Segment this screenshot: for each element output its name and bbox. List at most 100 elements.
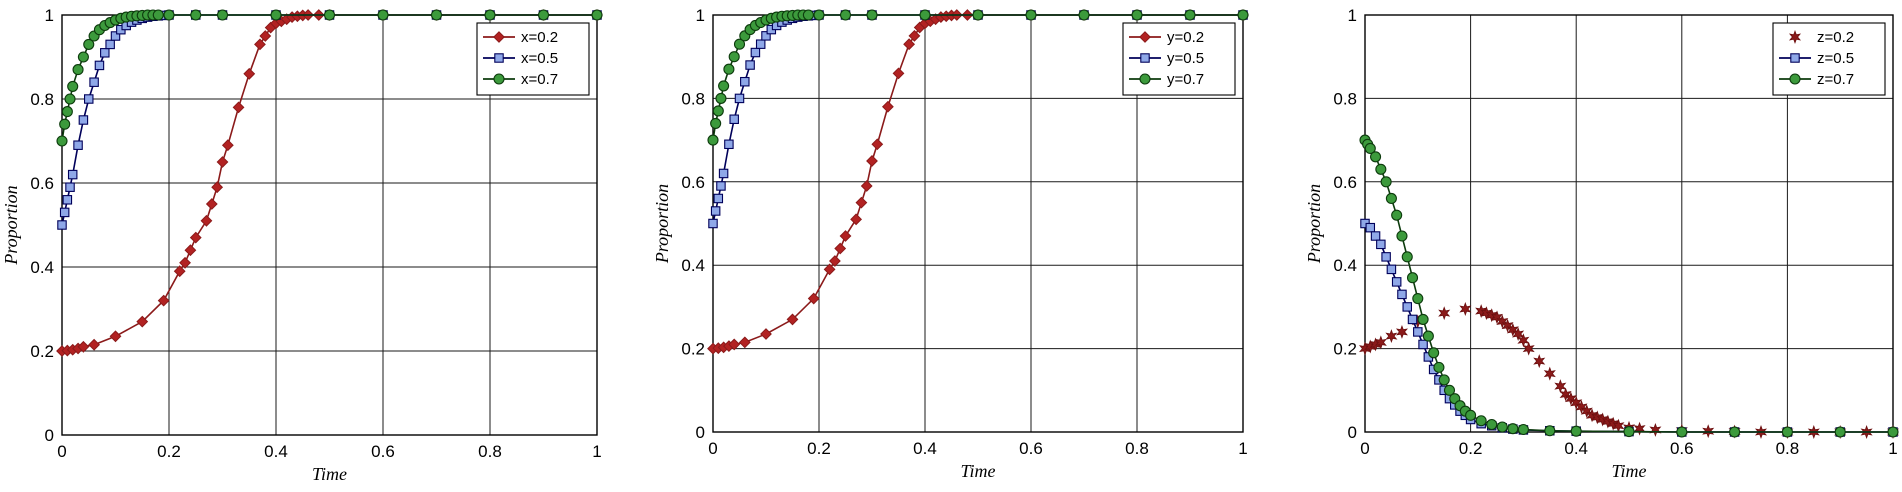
data-point <box>710 206 721 216</box>
data-point <box>728 51 740 63</box>
data-point <box>761 31 771 41</box>
data-point <box>713 193 724 204</box>
data-point <box>1428 347 1440 359</box>
data-point <box>173 265 186 278</box>
legend-label: y=0.7 <box>1167 71 1204 88</box>
data-point <box>152 9 164 21</box>
data-point <box>163 9 175 21</box>
data-point <box>109 330 122 343</box>
x-tick-label: 0.4 <box>1564 439 1588 458</box>
data-point <box>708 218 718 229</box>
data-point <box>828 255 841 267</box>
series-y=0.7 <box>707 9 1249 146</box>
x-tick-label: 0.4 <box>913 439 937 458</box>
data-point <box>1438 306 1451 321</box>
y-tick-label: 0.6 <box>30 174 54 193</box>
data-point <box>860 180 873 192</box>
data-point <box>61 106 73 118</box>
data-point <box>1365 222 1376 233</box>
x-tick-label: 0.8 <box>478 442 502 461</box>
data-point <box>1564 391 1577 406</box>
legend-label: z=0.7 <box>1817 71 1854 88</box>
data-point <box>1459 302 1472 316</box>
data-point <box>67 80 79 92</box>
x-tick-label: 0 <box>57 442 66 461</box>
data-point <box>1475 415 1487 427</box>
data-point <box>1413 327 1423 337</box>
data-point <box>738 336 751 349</box>
data-point <box>1443 384 1456 396</box>
chart-panel-right: 0 0.2 0.4 0.6 0.8 1 0 0.2 0.4 0.6 0.8 1 Time Proporti… <box>1304 6 1900 481</box>
y-tick-label: 0.6 <box>681 173 705 192</box>
data-point <box>1496 314 1509 329</box>
legend-label: x=0.7 <box>521 71 558 88</box>
data-point <box>1418 339 1428 350</box>
data-point <box>855 196 868 209</box>
y-tick-label: 0.8 <box>30 90 54 109</box>
x-tick-label: 0.2 <box>1459 439 1483 458</box>
data-point <box>1702 424 1715 439</box>
data-point <box>1370 151 1382 163</box>
data-point <box>1184 9 1196 21</box>
data-point <box>850 213 863 226</box>
data-point <box>67 169 78 180</box>
y-axis-label: Proportion <box>652 184 672 264</box>
data-point <box>59 207 70 218</box>
legend-marker <box>1790 53 1800 63</box>
data-point <box>88 338 101 351</box>
data-point <box>1465 409 1477 421</box>
data-point <box>110 31 121 41</box>
legend: x=0.2 x=0.5 x=0.7 <box>476 22 590 96</box>
data-point <box>1237 9 1249 21</box>
data-point <box>1385 329 1398 344</box>
data-point <box>1676 426 1688 438</box>
legend: y=0.2 y=0.5 y=0.7 <box>1122 22 1236 96</box>
data-point <box>65 182 75 192</box>
data-point <box>84 94 94 104</box>
data-point <box>740 76 750 87</box>
y-tick-label: 0.6 <box>1333 173 1357 192</box>
data-point <box>1507 423 1519 435</box>
data-point <box>1375 163 1387 175</box>
chart-panel-left: 0 0.2 0.4 0.6 0.8 1 0 0.2 0.4 0.6 0.8 1 Time Proporti… <box>1 6 603 484</box>
x-tick-label: 0 <box>708 439 717 458</box>
data-point <box>1364 142 1376 154</box>
data-point <box>866 9 878 21</box>
y-tick-label: 0.8 <box>1333 89 1357 108</box>
legend-marker <box>493 73 505 85</box>
data-point <box>729 114 739 125</box>
data-point <box>259 30 272 42</box>
y-tick-label: 0.2 <box>681 340 705 359</box>
x-tick-label: 0.6 <box>1019 439 1043 458</box>
data-point <box>1559 387 1572 402</box>
data-point <box>1512 327 1525 341</box>
data-point <box>221 139 234 152</box>
data-point <box>745 60 755 70</box>
data-point <box>1417 313 1429 325</box>
data-point <box>323 9 336 21</box>
data-point <box>73 140 83 150</box>
data-point <box>1633 421 1646 436</box>
data-point <box>1376 239 1386 250</box>
legend-label: x=0.5 <box>521 50 558 67</box>
x-axis-label: Time <box>1611 461 1646 481</box>
y-tick-label: 0.4 <box>1333 256 1357 275</box>
data-point <box>1396 230 1408 242</box>
x-tick-label: 0.2 <box>807 439 831 458</box>
data-point <box>823 263 836 276</box>
data-point <box>813 9 825 21</box>
y-tick-label: 0.4 <box>681 256 705 275</box>
data-point <box>1386 264 1397 275</box>
data-point <box>715 92 727 104</box>
data-point <box>1433 361 1445 373</box>
data-point <box>56 135 68 147</box>
y-axis-label: Proportion <box>1 185 21 265</box>
data-point <box>1570 425 1582 437</box>
data-point <box>1131 9 1143 21</box>
data-point <box>1544 425 1556 437</box>
data-point <box>733 38 746 50</box>
data-point <box>77 340 90 353</box>
y-tick-label: 0 <box>696 423 705 442</box>
data-point <box>1438 374 1450 386</box>
